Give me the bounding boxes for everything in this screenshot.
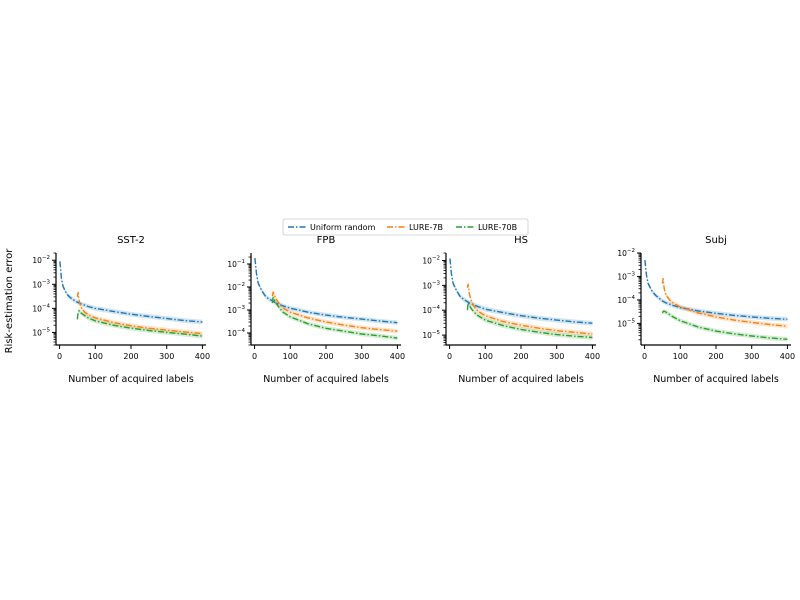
x-tick-label: 100	[673, 352, 688, 361]
y-tick-label: 10−4	[32, 303, 50, 313]
series-band	[644, 257, 788, 322]
y-tick-label: 10−3	[617, 271, 635, 281]
series-line	[254, 258, 398, 324]
series-band	[77, 308, 203, 339]
x-tick-label: 200	[513, 352, 528, 361]
series-line	[661, 310, 788, 340]
series-line	[449, 258, 593, 324]
subplot-hs: HS 0 100 200 300 400 10−5 10−4 10−3 10−2 Number of…	[422, 235, 600, 385]
x-tick-label: 300	[744, 352, 759, 361]
subplots: SST-2 0 100 200 300 400 10−5 10−4 10−3 10−2 Number…	[32, 235, 795, 385]
y-tick-label: 10−4	[422, 305, 440, 315]
y-tick-label: 10−2	[617, 248, 635, 258]
series-line	[466, 283, 593, 335]
x-tick-label: 100	[88, 352, 103, 361]
subplot-title: Subj	[705, 235, 727, 246]
y-tick-label: 10−3	[227, 305, 245, 315]
x-tick-label: 400	[585, 352, 600, 361]
y-tick-label: 10−2	[32, 255, 50, 265]
x-tick-label: 100	[283, 352, 298, 361]
y-tick-label: 10−2	[227, 282, 245, 292]
x-tick-label: 300	[354, 352, 369, 361]
series-line	[644, 260, 788, 320]
subplot-subj: Subj 0 100 200 300 400 10−5 10−4 10−3 10−2 Number …	[617, 235, 795, 385]
x-tick-label: 200	[708, 352, 723, 361]
series-band	[272, 289, 398, 334]
subplot-title: FPB	[317, 235, 336, 246]
x-axis-label: Number of acquired labels	[263, 374, 389, 385]
legend-frame	[282, 218, 529, 236]
x-tick-label: 400	[780, 352, 795, 361]
legend-entry: LURE-7B	[387, 223, 443, 232]
x-axis-label: Number of acquired labels	[653, 374, 779, 385]
x-tick-label: 0	[642, 352, 647, 361]
legend-label: Uniform random	[310, 223, 376, 232]
series-band	[449, 256, 593, 326]
y-tick-label: 10−3	[422, 280, 440, 290]
subplot-title: HS	[514, 235, 528, 246]
x-tick-label: 400	[195, 352, 210, 361]
y-tick-label: 10−4	[617, 295, 635, 305]
legend: Uniform random LURE-7B LURE-70B	[282, 218, 529, 236]
x-tick-label: 100	[478, 352, 493, 361]
x-tick-label: 0	[447, 352, 452, 361]
y-tick-label: 10−4	[227, 328, 245, 338]
series-band	[662, 276, 788, 329]
y-axis-label: Risk-estimation error	[4, 248, 15, 354]
x-tick-label: 300	[159, 352, 174, 361]
series-band	[254, 255, 398, 325]
x-tick-label: 400	[390, 352, 405, 361]
series-band	[467, 281, 593, 337]
y-tick-label: 10−3	[32, 279, 50, 289]
series-line	[76, 291, 203, 335]
x-axis-label: Number of acquired labels	[68, 374, 194, 385]
legend-entry: Uniform random	[288, 223, 376, 232]
series-line	[271, 291, 398, 332]
y-tick-label: 10−5	[617, 318, 635, 328]
series-line	[661, 278, 788, 327]
x-tick-label: 0	[252, 352, 257, 361]
legend-label: LURE-7B	[409, 223, 443, 232]
y-tick-label: 10−1	[227, 259, 245, 269]
series-line	[76, 310, 203, 337]
x-tick-label: 200	[123, 352, 138, 361]
legend-entry: LURE-70B	[456, 223, 517, 232]
x-tick-label: 200	[318, 352, 333, 361]
series-line	[59, 261, 203, 323]
y-tick-label: 10−5	[32, 327, 50, 337]
series-line	[466, 302, 593, 339]
subplot-title: SST-2	[117, 235, 145, 246]
y-tick-label: 10−5	[422, 330, 440, 340]
y-tick-label: 10−2	[422, 255, 440, 265]
x-tick-label: 300	[549, 352, 564, 361]
x-tick-label: 0	[57, 352, 62, 361]
legend-label: LURE-70B	[478, 223, 517, 232]
series-line	[271, 296, 398, 339]
subplot-sst-2: SST-2 0 100 200 300 400 10−5 10−4 10−3 10−2 Number…	[32, 235, 210, 385]
subplot-fpb: FPB 0 100 200 300 400 10−4 10−3 10−2 10−1 Number o…	[227, 235, 405, 385]
x-axis-label: Number of acquired labels	[458, 374, 584, 385]
